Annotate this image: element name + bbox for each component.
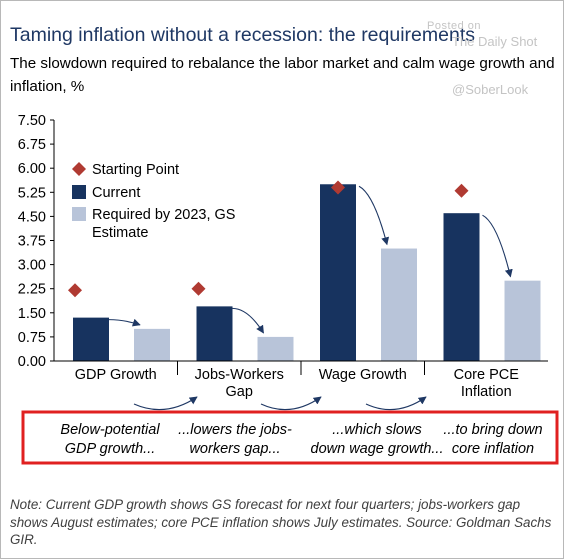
x-tick-label: Core PCE (454, 367, 520, 383)
bar-chart: 7.50 6.75 6.00 5.25 4.50 3.75 3.00 2.25 1.50 0.75… (18, 113, 559, 465)
x-tick-label: Inflation (461, 384, 512, 400)
y-tick-label: 6.75 (18, 137, 46, 153)
bar-required (381, 248, 417, 361)
callout-text: Below-potential (60, 422, 160, 438)
y-tick-label: 7.50 (18, 113, 46, 129)
watermark-posted: Posted on (427, 20, 482, 32)
group-connector-arrow (133, 396, 198, 411)
y-tick-label: 4.50 (18, 209, 46, 225)
starting-point-markers (68, 180, 469, 298)
x-tick-label: GDP Growth (75, 367, 157, 383)
bar-required (504, 280, 541, 361)
group-connector-arrow (260, 396, 322, 411)
bar-required (134, 328, 170, 361)
watermark-source: The Daily Shot (452, 34, 538, 49)
y-tick-label: 3.75 (18, 234, 46, 250)
transition-arrow (108, 318, 141, 327)
callout-border (21, 410, 559, 465)
x-tick-label: Jobs-Workers (195, 367, 284, 383)
chart-title: Taming inflation without a recession: th… (10, 24, 475, 46)
y-tick-label: 1.50 (18, 306, 46, 322)
callout-text: ...which slows (332, 422, 421, 438)
legend-label: Starting Point (92, 162, 179, 178)
y-tick-label: 2.25 (18, 282, 46, 298)
y-axis: 7.50 6.75 6.00 5.25 4.50 3.75 3.00 2.25 1.50 0.75… (18, 113, 55, 370)
y-tick-label: 5.25 (18, 185, 46, 201)
bar-current (443, 213, 480, 361)
group-connector-arrow (365, 396, 427, 411)
bar-current (196, 306, 233, 361)
transition-arrow (358, 185, 390, 246)
transition-arrow (232, 307, 264, 334)
x-tick-label: Wage Growth (319, 367, 407, 383)
callout-box: Below-potential GDP growth... ...lowers th… (21, 410, 559, 465)
y-tick-label: 6.00 (18, 161, 46, 177)
legend-swatch-current (72, 185, 86, 199)
x-tick-label: Gap (226, 384, 253, 400)
legend-swatch-starting-point (72, 162, 86, 176)
transition-arrows (108, 185, 513, 411)
transition-arrow (482, 214, 513, 278)
legend: Starting Point Current Required by 2023, G… (72, 162, 235, 241)
chart-subtitle: The slowdown required to rebalance the l… (10, 55, 555, 95)
bar-current (73, 317, 109, 361)
callout-text: ...to bring down (443, 422, 542, 438)
legend-swatch-required (72, 207, 86, 221)
legend-label: Current (92, 185, 140, 201)
y-tick-label: 3.00 (18, 258, 46, 274)
y-tick-label: 0.00 (18, 354, 46, 370)
callout-text: core inflation (452, 441, 534, 457)
callout-text: down wage growth... (311, 441, 444, 457)
legend-label: Estimate (92, 225, 148, 241)
callout-text: GDP growth... (65, 441, 156, 457)
legend-label: Required by 2023, GS (92, 207, 235, 223)
callout-text: workers gap... (189, 441, 280, 457)
bar-series (73, 184, 541, 361)
y-tick-label: 0.75 (18, 330, 46, 346)
starting-point-marker (68, 283, 82, 298)
starting-point-marker (331, 180, 345, 195)
bar-current (320, 184, 356, 361)
bar-required (257, 336, 294, 361)
callout-text: ...lowers the jobs- (178, 422, 292, 438)
starting-point-marker (454, 183, 469, 198)
footnote: Note: Current GDP growth shows GS foreca… (10, 497, 552, 547)
starting-point-marker (191, 281, 206, 296)
watermark-handle: @SoberLook (452, 82, 529, 97)
